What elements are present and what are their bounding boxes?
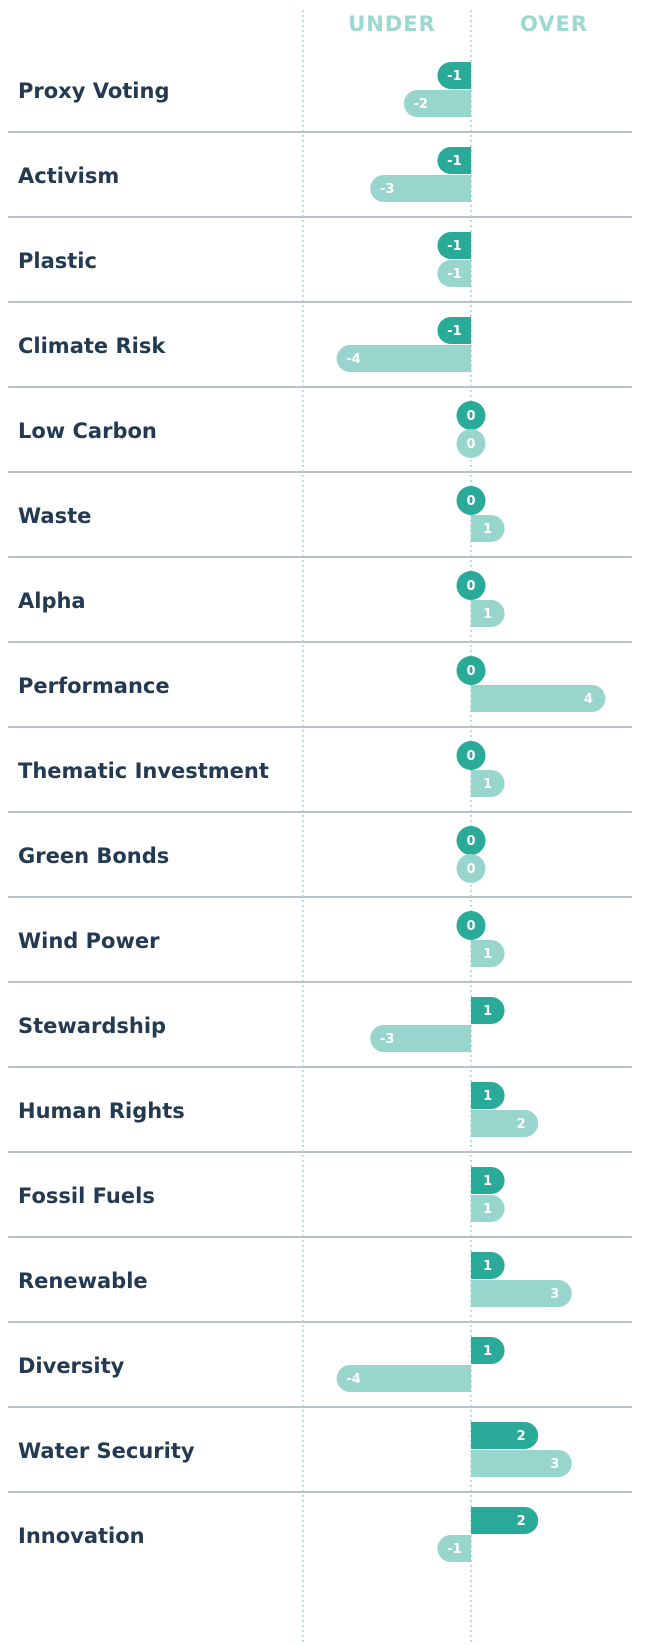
value-label: -3 bbox=[380, 182, 394, 197]
value-label: 0 bbox=[466, 409, 475, 424]
value-label: -1 bbox=[447, 1542, 461, 1557]
bar bbox=[437, 147, 471, 174]
category-label: Waste bbox=[18, 504, 91, 528]
category-label: Diversity bbox=[18, 1354, 125, 1378]
bar bbox=[456, 486, 486, 515]
bar bbox=[471, 515, 505, 542]
value-label: 1 bbox=[483, 1004, 492, 1019]
bar bbox=[471, 1110, 539, 1137]
bar bbox=[471, 997, 505, 1024]
category-label: Thematic Investment bbox=[18, 759, 269, 783]
category-label: Stewardship bbox=[18, 1014, 166, 1038]
bar bbox=[471, 1167, 505, 1194]
category-label: Performance bbox=[18, 674, 170, 698]
value-label: 1 bbox=[483, 947, 492, 962]
bar bbox=[471, 1195, 505, 1222]
bar bbox=[471, 1337, 505, 1364]
value-label: -1 bbox=[447, 154, 461, 169]
value-label: 0 bbox=[466, 494, 475, 509]
bar bbox=[336, 1365, 471, 1392]
category-label: Water Security bbox=[18, 1439, 195, 1463]
value-label: -4 bbox=[346, 352, 360, 367]
value-label: -1 bbox=[447, 267, 461, 282]
bar bbox=[456, 656, 486, 685]
bar bbox=[471, 685, 606, 712]
category-label: Alpha bbox=[18, 589, 86, 613]
value-label: 2 bbox=[517, 1429, 526, 1444]
bar bbox=[471, 770, 505, 797]
bar bbox=[471, 1507, 539, 1534]
bar bbox=[471, 600, 505, 627]
value-label: 0 bbox=[466, 834, 475, 849]
value-label: 1 bbox=[483, 1202, 492, 1217]
value-label: 4 bbox=[584, 692, 593, 707]
bar bbox=[471, 1252, 505, 1279]
bar bbox=[456, 854, 486, 883]
bar bbox=[437, 317, 471, 344]
value-label: 1 bbox=[483, 1174, 492, 1189]
bar bbox=[456, 741, 486, 770]
value-label: 3 bbox=[550, 1457, 559, 1472]
value-label: 2 bbox=[517, 1117, 526, 1132]
category-label: Green Bonds bbox=[18, 844, 169, 868]
category-label: Proxy Voting bbox=[18, 79, 169, 103]
bar bbox=[456, 429, 486, 458]
value-label: 1 bbox=[483, 1089, 492, 1104]
column-header: UNDER bbox=[348, 12, 436, 36]
category-label: Renewable bbox=[18, 1269, 148, 1293]
value-label: -1 bbox=[447, 239, 461, 254]
category-label: Low Carbon bbox=[18, 419, 157, 443]
bar bbox=[471, 1280, 572, 1307]
value-label: 1 bbox=[483, 1344, 492, 1359]
value-label: 0 bbox=[466, 664, 475, 679]
bar bbox=[471, 1082, 505, 1109]
bar bbox=[471, 1450, 572, 1477]
bar bbox=[437, 232, 471, 259]
bar bbox=[437, 1535, 471, 1562]
bar bbox=[456, 911, 486, 940]
category-label: Activism bbox=[18, 164, 119, 188]
value-label: -2 bbox=[414, 97, 428, 112]
value-label: 1 bbox=[483, 522, 492, 537]
category-label: Fossil Fuels bbox=[18, 1184, 155, 1208]
value-label: 1 bbox=[483, 777, 492, 792]
value-label: -4 bbox=[346, 1372, 360, 1387]
bar bbox=[437, 62, 471, 89]
value-label: 1 bbox=[483, 1259, 492, 1274]
column-header: OVER bbox=[520, 12, 588, 36]
value-label: 0 bbox=[466, 862, 475, 877]
bar bbox=[471, 1422, 539, 1449]
bar bbox=[456, 826, 486, 855]
bar bbox=[370, 1025, 471, 1052]
value-label: -1 bbox=[447, 69, 461, 84]
category-label: Plastic bbox=[18, 249, 97, 273]
value-label: -3 bbox=[380, 1032, 394, 1047]
category-label: Wind Power bbox=[18, 929, 160, 953]
bar bbox=[403, 90, 471, 117]
category-label: Human Rights bbox=[18, 1099, 185, 1123]
category-label: Climate Risk bbox=[18, 334, 166, 358]
bar bbox=[370, 175, 471, 202]
value-label: 0 bbox=[466, 919, 475, 934]
value-label: 1 bbox=[483, 607, 492, 622]
bar bbox=[336, 345, 471, 372]
bar bbox=[456, 571, 486, 600]
category-label: Innovation bbox=[18, 1524, 145, 1548]
value-label: 0 bbox=[466, 749, 475, 764]
value-label: 0 bbox=[466, 579, 475, 594]
value-label: 0 bbox=[466, 437, 475, 452]
bar bbox=[471, 940, 505, 967]
value-label: 2 bbox=[517, 1514, 526, 1529]
bar bbox=[437, 260, 471, 287]
value-label: -1 bbox=[447, 324, 461, 339]
bar bbox=[456, 401, 486, 430]
value-label: 3 bbox=[550, 1287, 559, 1302]
